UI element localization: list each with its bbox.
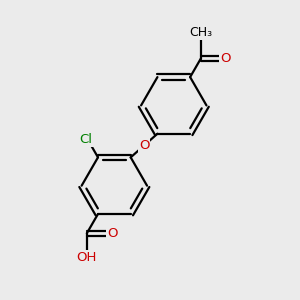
Text: O: O	[139, 139, 149, 152]
Text: O: O	[107, 227, 117, 240]
Text: O: O	[220, 52, 231, 65]
Text: Cl: Cl	[80, 133, 93, 146]
Text: CH₃: CH₃	[189, 26, 212, 39]
Text: OH: OH	[77, 251, 97, 264]
